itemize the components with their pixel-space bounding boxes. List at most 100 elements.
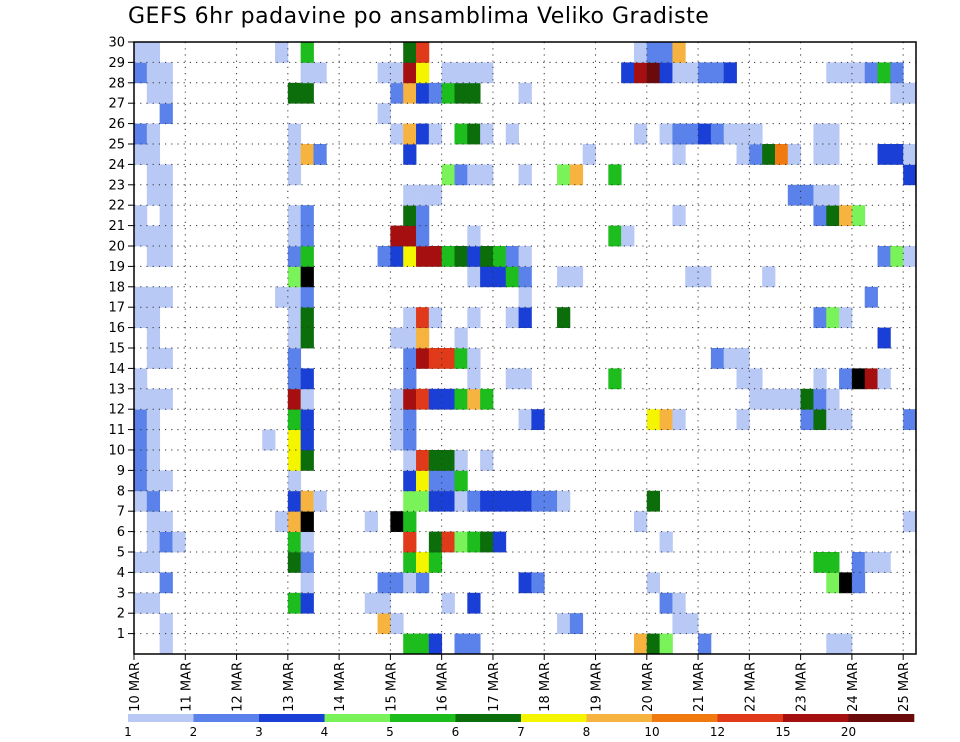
heatmap-cell bbox=[903, 246, 917, 267]
x-tick-label: 11 MAR bbox=[179, 662, 194, 712]
heatmap-cell bbox=[377, 62, 391, 84]
y-axis: 1234567891011121314151617181920212223242… bbox=[108, 36, 134, 642]
x-tick-label: 15 MAR bbox=[384, 662, 399, 712]
heatmap-cell bbox=[826, 572, 840, 594]
heatmap-cell bbox=[749, 368, 763, 390]
heatmap-cell bbox=[723, 348, 737, 369]
heatmap-cell bbox=[403, 633, 417, 655]
heatmap-cell bbox=[134, 62, 148, 84]
heatmap-cell bbox=[826, 184, 840, 206]
heatmap-cell bbox=[467, 164, 481, 186]
heatmap-cell bbox=[134, 123, 148, 145]
heatmap-cell bbox=[480, 388, 494, 410]
heatmap-cell bbox=[313, 490, 327, 512]
heatmap-cell bbox=[531, 490, 545, 512]
grid-lines bbox=[133, 42, 916, 655]
heatmap-cell bbox=[390, 123, 404, 145]
heatmap-cell bbox=[146, 470, 161, 492]
heatmap-cell bbox=[159, 286, 173, 308]
legend-label: 12 bbox=[710, 725, 725, 739]
legend-label: 8 bbox=[583, 725, 591, 739]
heatmap-cell bbox=[518, 82, 532, 104]
heatmap-cell bbox=[364, 592, 378, 614]
heatmap-cell bbox=[467, 246, 481, 267]
legend-swatch bbox=[193, 714, 260, 722]
heatmap-cell bbox=[608, 368, 622, 390]
y-tick-label: 26 bbox=[108, 117, 125, 132]
heatmap-cell bbox=[416, 123, 430, 145]
heatmap-cell bbox=[877, 246, 891, 267]
heatmap-cell bbox=[287, 409, 302, 430]
heatmap-cell bbox=[403, 572, 417, 594]
y-tick-label: 17 bbox=[108, 301, 125, 316]
heatmap-cell bbox=[403, 307, 417, 328]
legend-swatch bbox=[652, 714, 718, 722]
legend-label: 6 bbox=[452, 725, 460, 739]
heatmap-cell bbox=[467, 82, 481, 104]
heatmap-cell bbox=[864, 552, 878, 573]
heatmap-cell bbox=[659, 531, 673, 553]
heatmap-cell bbox=[403, 470, 417, 492]
heatmap-cell bbox=[428, 633, 443, 655]
heatmap-cell bbox=[416, 42, 430, 63]
heatmap-cell bbox=[159, 62, 173, 84]
heatmap-cell bbox=[403, 552, 417, 573]
heatmap-cell bbox=[454, 327, 468, 349]
heatmap-cell bbox=[877, 144, 891, 165]
heatmap-cell bbox=[685, 613, 699, 634]
heatmap-cell bbox=[416, 225, 430, 247]
heatmap-cell bbox=[774, 388, 789, 410]
heatmap-cell bbox=[557, 266, 571, 288]
heatmap-cell bbox=[659, 42, 673, 63]
heatmap-cell bbox=[467, 490, 481, 512]
heatmap-cell bbox=[851, 572, 866, 594]
heatmap-cell bbox=[287, 144, 302, 165]
heatmap-cell bbox=[287, 327, 302, 349]
heatmap-cell bbox=[505, 266, 519, 288]
heatmap-cell bbox=[287, 368, 302, 390]
heatmap-cell bbox=[633, 633, 648, 655]
heatmap-cell bbox=[505, 368, 519, 390]
x-tick-label: 12 MAR bbox=[231, 662, 246, 712]
heatmap-cell bbox=[864, 286, 878, 308]
heatmap-cell bbox=[287, 123, 302, 145]
y-tick-label: 18 bbox=[108, 280, 125, 295]
heatmap-cell bbox=[723, 62, 737, 84]
heatmap-cell bbox=[146, 552, 161, 573]
x-tick-label: 10 MAR bbox=[128, 662, 143, 712]
heatmap-cell bbox=[454, 388, 468, 410]
heatmap-cell bbox=[377, 572, 391, 594]
heatmap-cell bbox=[736, 144, 750, 165]
y-tick-label: 16 bbox=[108, 321, 125, 336]
heatmap-cell bbox=[480, 450, 494, 471]
heatmap-cell bbox=[377, 592, 391, 614]
y-tick-label: 8 bbox=[117, 484, 125, 499]
heatmap-cell bbox=[454, 633, 468, 655]
heatmap-cell bbox=[518, 286, 532, 308]
x-axis: 10 MAR 11 MAR 12 MAR 13 MAR 14 MAR 15 MAR 16 M… bbox=[128, 654, 912, 712]
heatmap-cell bbox=[826, 123, 840, 145]
heatmap-cell bbox=[146, 409, 161, 430]
heatmap-cell bbox=[877, 368, 891, 390]
heatmap-cell bbox=[134, 592, 148, 614]
y-tick-label: 23 bbox=[108, 178, 125, 193]
heatmap-cell bbox=[813, 388, 827, 410]
heatmap-cell bbox=[839, 307, 853, 328]
legend-swatch bbox=[455, 714, 522, 722]
heatmap-cell bbox=[287, 429, 302, 451]
heatmap-cell bbox=[403, 82, 417, 104]
y-tick-label: 12 bbox=[108, 403, 125, 418]
heatmap-cell bbox=[134, 470, 148, 492]
y-tick-label: 10 bbox=[108, 444, 125, 459]
heatmap-cell bbox=[146, 429, 161, 451]
heatmap-cell bbox=[416, 327, 430, 349]
heatmap-cell bbox=[787, 388, 802, 410]
heatmap-cell bbox=[903, 409, 917, 430]
x-tick-label: 23 MAR bbox=[795, 662, 810, 712]
heatmap-cell bbox=[903, 164, 917, 186]
heatmap-cell bbox=[416, 633, 430, 655]
y-tick-label: 24 bbox=[108, 158, 125, 173]
heatmap-cell bbox=[428, 307, 443, 328]
heatmap-cell bbox=[685, 266, 699, 288]
heatmap-cell bbox=[839, 62, 853, 84]
